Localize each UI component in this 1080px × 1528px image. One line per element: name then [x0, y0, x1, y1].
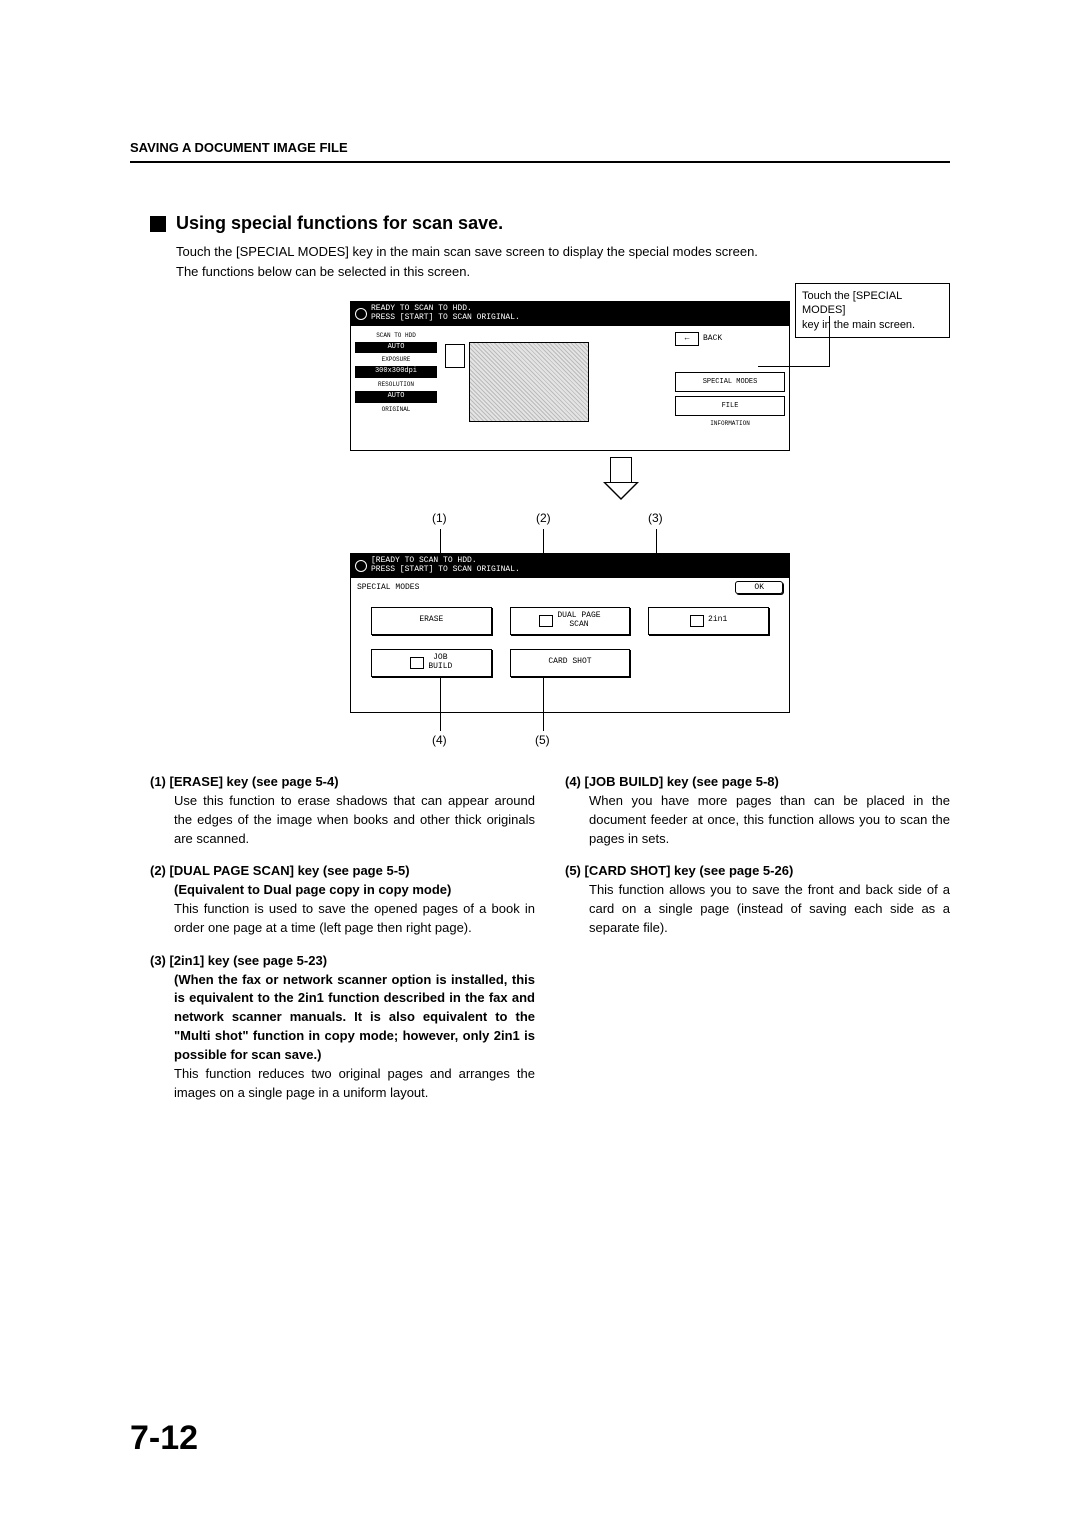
left-column: (1) [ERASE] key (see page 5-4) Use this …: [150, 773, 535, 1117]
item-2-sub: (Equivalent to Dual page copy in copy mo…: [150, 881, 535, 900]
bullet-icon: [150, 216, 166, 232]
item-4-heading: (4) [JOB BUILD] key (see page 5-8): [565, 773, 950, 792]
original-value[interactable]: AUTO: [355, 391, 437, 403]
right-column: (4) [JOB BUILD] key (see page 5-8) When …: [565, 773, 950, 1117]
num-4: (4): [432, 733, 447, 747]
dual-page-icon: [539, 615, 553, 627]
main-content: Using special functions for scan save. T…: [130, 213, 950, 1117]
ready-line2: PRESS [START] TO SCAN ORIGINAL.: [371, 313, 520, 322]
special-modes-button[interactable]: SPECIAL MODES: [675, 372, 785, 392]
twoin1-icon: [690, 615, 704, 627]
scan-to-hdd-label: SCAN TO HDD: [355, 332, 437, 339]
job-build-label: JOBBUILD: [428, 654, 452, 671]
ready-line1: READY TO SCAN TO HDD.: [371, 304, 472, 313]
page-icon: [445, 344, 465, 368]
guide-4: [440, 677, 441, 731]
special-modes-screen: [READY TO SCAN TO HDD. PRESS [START] TO …: [350, 553, 790, 713]
twoin1-label: 2in1: [708, 616, 727, 624]
ok-button[interactable]: OK: [735, 581, 783, 594]
card-shot-button[interactable]: CARD SHOT: [510, 649, 631, 677]
guide-5: [543, 677, 544, 731]
item-4: (4) [JOB BUILD] key (see page 5-8) When …: [565, 773, 950, 848]
status-icon-2: [355, 560, 367, 572]
bottom-number-row: (4) (5): [350, 713, 790, 753]
dual-page-label: DUAL PAGESCAN: [557, 612, 600, 629]
card-shot-label: CARD SHOT: [548, 658, 591, 666]
down-arrow: [310, 451, 790, 507]
exposure-value[interactable]: AUTO: [355, 342, 437, 354]
item-5: (5) [CARD SHOT] key (see page 5-26) This…: [565, 862, 950, 937]
item-5-body: This function allows you to save the fro…: [565, 881, 950, 938]
description-columns: (1) [ERASE] key (see page 5-4) Use this …: [150, 773, 950, 1117]
page-header: SAVING A DOCUMENT IMAGE FILE: [130, 140, 950, 163]
callout-l1: Touch the [SPECIAL MODES]: [802, 290, 902, 316]
num-2: (2): [536, 511, 551, 525]
copier-illustration: [469, 342, 589, 422]
erase-button[interactable]: ERASE: [371, 607, 492, 635]
erase-label: ERASE: [419, 616, 443, 624]
item-1-heading: (1) [ERASE] key (see page 5-4): [150, 773, 535, 792]
section-title: Using special functions for scan save.: [176, 213, 503, 234]
item-4-body: When you have more pages than can be pla…: [565, 792, 950, 849]
resolution-value[interactable]: 300x300dpi: [355, 366, 437, 378]
callout-l2: key in the main screen.: [802, 319, 915, 331]
exposure-label: EXPOSURE: [355, 356, 437, 363]
preview-area: [443, 332, 669, 448]
num-3: (3): [648, 511, 663, 525]
item-1-body: Use this function to erase shadows that …: [150, 792, 535, 849]
main-screen: READY TO SCAN TO HDD. PRESS [START] TO S…: [350, 301, 790, 451]
item-3-body: This function reduces two original pages…: [150, 1065, 535, 1103]
resolution-label: RESOLUTION: [355, 381, 437, 388]
item-3: (3) [2in1] key (see page 5-23) (When the…: [150, 952, 535, 1103]
original-label: ORIGINAL: [355, 406, 437, 413]
intro-line2: The functions below can be selected in t…: [176, 264, 470, 279]
main-screen-header: READY TO SCAN TO HDD. PRESS [START] TO S…: [351, 302, 789, 326]
section-title-row: Using special functions for scan save.: [150, 213, 950, 234]
file-button[interactable]: FILE: [675, 396, 785, 416]
item-1: (1) [ERASE] key (see page 5-4) Use this …: [150, 773, 535, 848]
num-5: (5): [535, 733, 550, 747]
right-buttons: ← BACK SPECIAL MODES FILE INFORMATION: [675, 332, 785, 448]
num-1: (1): [432, 511, 447, 525]
back-button[interactable]: ←: [675, 332, 699, 346]
intro-line1: Touch the [SPECIAL MODES] key in the mai…: [176, 244, 758, 259]
item-3-heading: (3) [2in1] key (see page 5-23): [150, 952, 535, 971]
page-number: 7-12: [130, 1419, 198, 1458]
leader-line-h: [758, 366, 830, 367]
intro-text: Touch the [SPECIAL MODES] key in the mai…: [176, 242, 950, 281]
item-2-heading: (2) [DUAL PAGE SCAN] key (see page 5-5): [150, 862, 535, 881]
sm-ready-l1: [READY TO SCAN TO HDD.: [371, 556, 477, 565]
left-settings: SCAN TO HDD AUTO EXPOSURE 300x300dpi RES…: [355, 332, 437, 448]
diagram: READY TO SCAN TO HDD. PRESS [START] TO S…: [150, 301, 950, 753]
sm-title: SPECIAL MODES: [357, 583, 419, 592]
job-build-button[interactable]: JOBBUILD: [371, 649, 492, 677]
dual-page-scan-button[interactable]: DUAL PAGESCAN: [510, 607, 631, 635]
item-2: (2) [DUAL PAGE SCAN] key (see page 5-5) …: [150, 862, 535, 937]
item-3-sub: (When the fax or network scanner option …: [150, 971, 535, 1065]
item-5-heading: (5) [CARD SHOT] key (see page 5-26): [565, 862, 950, 881]
top-number-row: (1) (2) (3): [310, 511, 790, 529]
leader-line-v: [829, 316, 830, 366]
status-icon: [355, 308, 367, 320]
job-build-icon: [410, 657, 424, 669]
sm-ready-l2: PRESS [START] TO SCAN ORIGINAL.: [371, 565, 520, 574]
callout-box: Touch the [SPECIAL MODES] key in the mai…: [795, 283, 950, 338]
item-2-body: This function is used to save the opened…: [150, 900, 535, 938]
back-label: BACK: [703, 334, 722, 343]
sm-screen-header: [READY TO SCAN TO HDD. PRESS [START] TO …: [351, 554, 789, 578]
information-label: INFORMATION: [675, 420, 785, 427]
twoin1-button[interactable]: 2in1: [648, 607, 769, 635]
